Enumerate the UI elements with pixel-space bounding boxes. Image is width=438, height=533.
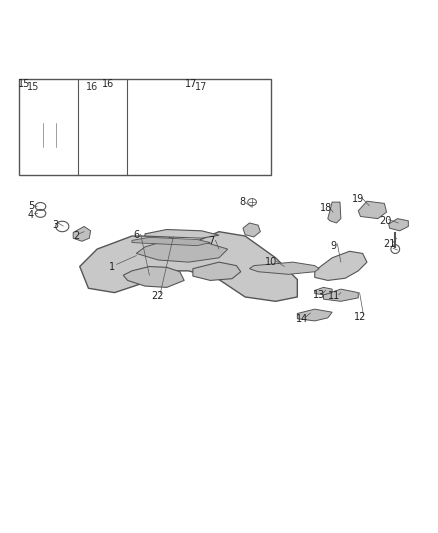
Text: 22: 22 [151,291,163,301]
Text: 15: 15 [27,82,39,92]
Text: 9: 9 [330,240,336,251]
Polygon shape [145,230,219,238]
Text: 19: 19 [352,194,364,204]
Text: 14: 14 [296,314,308,324]
Polygon shape [358,201,387,219]
Text: 21: 21 [383,239,396,249]
Polygon shape [206,119,224,152]
Text: 12: 12 [354,312,367,321]
Text: 1: 1 [110,262,116,271]
Text: 4: 4 [28,210,34,220]
Text: 16: 16 [86,82,98,92]
Text: 10: 10 [265,257,277,267]
Text: 5: 5 [28,201,34,212]
Text: 20: 20 [379,216,392,226]
Text: 3: 3 [53,220,59,230]
Polygon shape [73,227,91,241]
Text: 8: 8 [240,197,246,207]
Text: 13: 13 [313,290,325,300]
Polygon shape [323,289,358,301]
Polygon shape [243,223,260,237]
Polygon shape [193,262,241,280]
Polygon shape [123,266,184,287]
Text: 6: 6 [133,230,139,240]
Polygon shape [389,219,408,231]
Text: 16: 16 [102,79,114,88]
Text: 17: 17 [194,82,207,92]
Polygon shape [315,287,332,295]
Text: 11: 11 [328,291,340,301]
Polygon shape [315,251,367,280]
Text: 2: 2 [74,231,80,241]
Text: 15: 15 [18,79,30,88]
Polygon shape [250,262,319,274]
Polygon shape [30,120,67,149]
Text: 7: 7 [208,236,214,246]
Polygon shape [80,232,297,301]
Polygon shape [95,126,133,146]
Text: 18: 18 [319,203,332,213]
Polygon shape [132,237,210,246]
Polygon shape [297,309,332,321]
Polygon shape [328,202,341,223]
Bar [19,79,271,175]
Text: 17: 17 [184,79,197,88]
Polygon shape [136,240,228,262]
